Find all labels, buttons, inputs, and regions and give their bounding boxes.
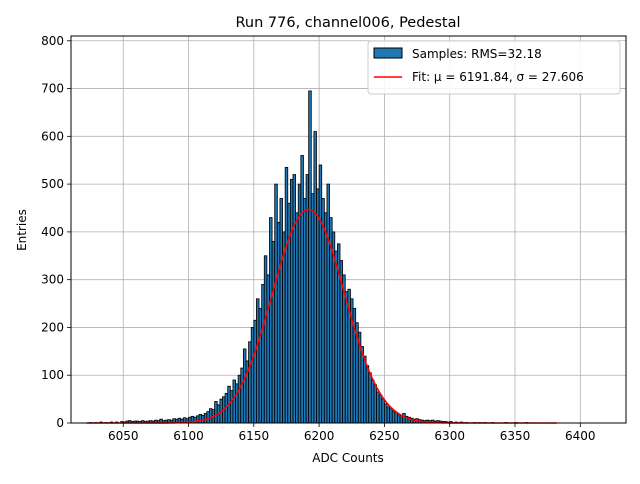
x-tick-label: 6350 — [500, 429, 531, 443]
y-axis-label: Entries — [15, 209, 29, 251]
x-tick-label: 6400 — [565, 429, 596, 443]
legend-fit-label: Fit: μ = 6191.84, σ = 27.606 — [412, 70, 584, 84]
y-tick-label: 100 — [41, 368, 64, 382]
y-tick-label: 500 — [41, 177, 64, 191]
y-tick-label: 300 — [41, 273, 64, 287]
y-tick-label: 0 — [56, 416, 64, 430]
x-tick-label: 6200 — [304, 429, 335, 443]
y-tick-label: 400 — [41, 225, 64, 239]
y-tick-label: 600 — [41, 129, 64, 143]
x-tick-label: 6100 — [173, 429, 204, 443]
y-tick-label: 800 — [41, 34, 64, 48]
legend: Samples: RMS=32.18 Fit: μ = 6191.84, σ =… — [368, 41, 620, 94]
legend-samples-label: Samples: RMS=32.18 — [412, 47, 542, 61]
x-tick-label: 6050 — [108, 429, 139, 443]
x-axis-label: ADC Counts — [312, 451, 384, 465]
x-tick-label: 6150 — [239, 429, 270, 443]
chart-title: Run 776, channel006, Pedestal — [235, 15, 460, 31]
y-tick-label: 700 — [41, 82, 64, 96]
x-tick-label: 6250 — [369, 429, 400, 443]
x-tick-label: 6300 — [434, 429, 465, 443]
legend-samples-swatch — [374, 48, 402, 58]
y-tick-label: 200 — [41, 320, 64, 334]
